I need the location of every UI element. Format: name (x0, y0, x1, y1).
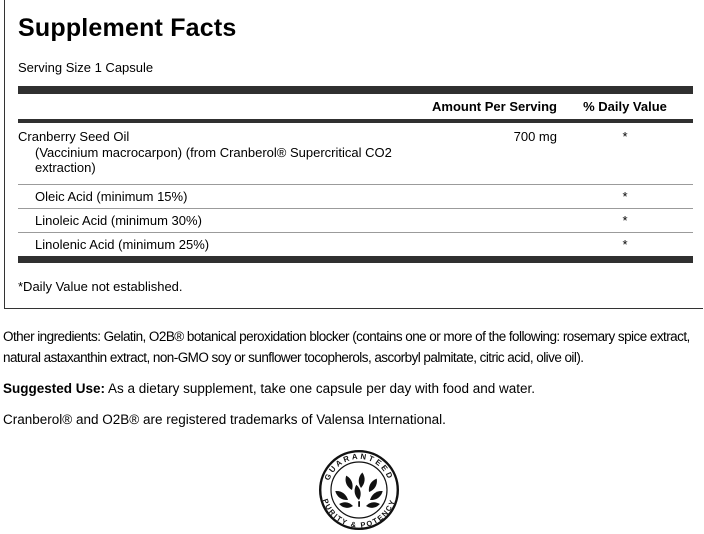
table-header-row: Amount Per Serving % Daily Value (18, 94, 693, 119)
suggested-use-label: Suggested Use: (3, 381, 106, 396)
amount-cell: 700 mg (513, 129, 557, 144)
suggested-use-text: As a dietary supplement, take one capsul… (105, 381, 536, 396)
leaves-icon (335, 472, 383, 508)
seal-graphic: GUARANTEED PURITY & POTENCY (319, 450, 399, 530)
daily-value-footnote: *Daily Value not established. (18, 278, 183, 294)
table-row: Cranberry Seed Oil (Vaccinium macrocarpo… (18, 123, 693, 184)
ingredient-name: Cranberry Seed Oil (18, 129, 130, 144)
serving-size: Serving Size 1 Capsule (18, 60, 154, 75)
ingredient-name: Oleic Acid (minimum 15%) (35, 188, 188, 204)
suggested-use: Suggested Use: As a dietary supplement, … (3, 380, 704, 397)
label-notes: Other ingredients: Gelatin, O2B® botanic… (3, 310, 704, 428)
ingredient-name: Linoleic Acid (minimum 30%) (35, 212, 202, 228)
leaf-stem (358, 501, 360, 507)
seal-inner-circle (330, 461, 388, 519)
table-row: Linoleic Acid (minimum 30%) * (18, 207, 693, 232)
supplement-facts-panel: Supplement Facts Serving Size 1 Capsule … (4, 0, 703, 309)
header-amount-per-serving: Amount Per Serving (432, 99, 557, 114)
divider-thick-top (18, 86, 693, 94)
divider-header (18, 119, 693, 123)
divider-thick-bottom (18, 255, 693, 263)
daily-value-cell: * (622, 129, 628, 144)
purity-potency-seal: GUARANTEED PURITY & POTENCY (318, 449, 400, 531)
table-row: Oleic Acid (minimum 15%) * (18, 183, 693, 208)
daily-value-cell: * (622, 188, 628, 204)
panel-title: Supplement Facts (18, 14, 237, 42)
trademark-note: Cranberol® and O2B® are registered trade… (3, 412, 446, 427)
table-row: Linolenic Acid (minimum 25%) * (18, 231, 693, 256)
daily-value-cell: * (622, 236, 628, 252)
ingredient-cell: Cranberry Seed Oil (Vaccinium macrocarpo… (18, 129, 407, 176)
header-spacer (18, 99, 407, 115)
ingredient-detail: (Vaccinium macrocarpon) (from Cranberol®… (35, 144, 392, 176)
daily-value-cell: * (622, 212, 628, 228)
other-ingredients: Other ingredients: Gelatin, O2B® botanic… (3, 329, 690, 365)
ingredient-name: Linolenic Acid (minimum 25%) (35, 236, 210, 252)
header-daily-value: % Daily Value (583, 99, 667, 114)
